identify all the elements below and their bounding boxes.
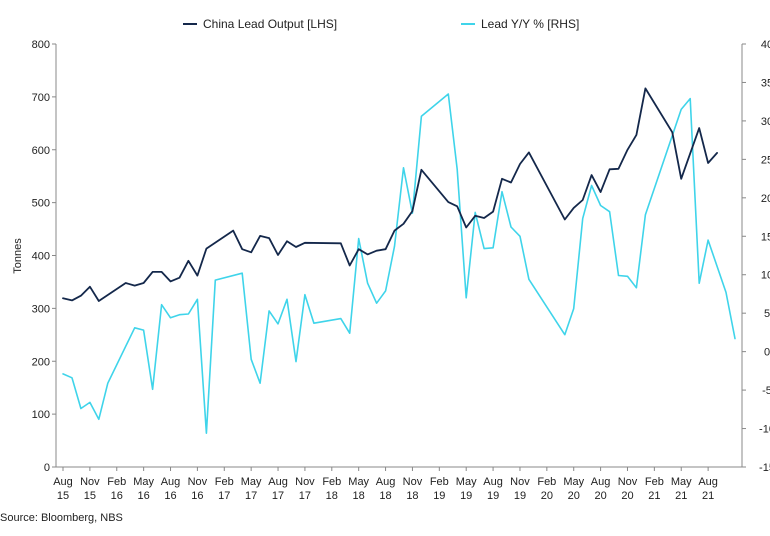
legend-label-lead-output: China Lead Output [LHS] xyxy=(203,17,337,31)
x-tick-label-month: May xyxy=(563,476,584,488)
x-tick-label-year: 20 xyxy=(568,490,580,502)
y-axis-left-ticks: 0 100 200 300 400 500 600 700 800 xyxy=(32,39,56,474)
x-tick-label-year: 18 xyxy=(379,490,391,502)
x-tick-label-month: Nov xyxy=(295,476,315,488)
y-right-tick-label: 0 xyxy=(764,347,770,359)
x-tick-label-year: 19 xyxy=(460,490,472,502)
x-tick-label-year: 20 xyxy=(594,490,606,502)
x-tick-label-month: Feb xyxy=(322,476,341,488)
y-right-tick-label: 20 xyxy=(761,193,770,205)
x-tick-label-year: 17 xyxy=(272,490,284,502)
x-tick-label-year: 19 xyxy=(487,490,499,502)
x-tick-label-month: Nov xyxy=(403,476,423,488)
y-axis-right-ticks: -15 -10 -5 0 5 10 15 20 25 30 35 40 xyxy=(742,39,770,474)
x-tick-label-month: Aug xyxy=(53,476,73,488)
y-left-tick-label: 0 xyxy=(44,462,50,474)
x-tick-label-month: May xyxy=(456,476,477,488)
series-line-lead-yoy xyxy=(62,93,736,435)
y-right-tick-label: -15 xyxy=(759,462,770,474)
y-right-tick-label: 30 xyxy=(761,116,770,128)
x-tick-label-month: Feb xyxy=(645,476,664,488)
x-tick-label-month: Aug xyxy=(268,476,288,488)
x-tick-label-month: Aug xyxy=(376,476,396,488)
x-tick-label-month: Nov xyxy=(510,476,530,488)
x-tick-label-month: Aug xyxy=(698,476,718,488)
y-left-tick-label: 400 xyxy=(32,251,50,263)
x-tick-label-month: May xyxy=(348,476,369,488)
x-tick-label-month: Feb xyxy=(215,476,234,488)
y-right-tick-label: 25 xyxy=(761,154,770,166)
x-tick-label-month: Aug xyxy=(161,476,181,488)
x-tick-label-month: Feb xyxy=(430,476,449,488)
y-right-tick-label: 10 xyxy=(761,270,770,282)
y-left-tick-label: 300 xyxy=(32,303,50,315)
x-tick-label-month: Feb xyxy=(107,476,126,488)
x-tick-label-month: May xyxy=(671,476,692,488)
x-tick-label-month: Feb xyxy=(537,476,556,488)
x-tick-label-month: May xyxy=(133,476,154,488)
x-axis-ticks: Aug 15 Nov 15 Feb 16 May 16 Aug 16 Nov 16 Feb 17 May 17… xyxy=(53,467,718,502)
axes xyxy=(55,44,743,468)
legend-label-lead-yoy: Lead Y/Y % [RHS] xyxy=(481,17,579,31)
source-note: Source: Bloomberg, NBS xyxy=(0,512,123,524)
y-axis-left-label: Tonnes xyxy=(12,238,24,274)
x-tick-label-year: 16 xyxy=(138,490,150,502)
x-tick-label-year: 17 xyxy=(245,490,257,502)
x-tick-label-year: 18 xyxy=(406,490,418,502)
y-right-tick-label: -10 xyxy=(759,424,770,436)
x-tick-label-year: 21 xyxy=(675,490,687,502)
x-tick-label-year: 16 xyxy=(164,490,176,502)
x-tick-label-year: 19 xyxy=(514,490,526,502)
x-tick-label-month: May xyxy=(241,476,262,488)
x-tick-label-year: 20 xyxy=(621,490,633,502)
legend: China Lead Output [LHS] Lead Y/Y % [RHS] xyxy=(183,17,579,31)
x-tick-label-year: 16 xyxy=(111,490,123,502)
x-tick-label-year: 15 xyxy=(84,490,96,502)
x-tick-label-year: 16 xyxy=(191,490,203,502)
x-tick-label-month: Nov xyxy=(188,476,208,488)
y-right-tick-label: 40 xyxy=(761,39,770,51)
x-tick-label-year: 20 xyxy=(541,490,553,502)
y-left-tick-label: 800 xyxy=(32,39,50,51)
y-left-tick-label: 100 xyxy=(32,409,50,421)
y-right-tick-label: -5 xyxy=(762,385,770,397)
x-tick-label-month: Aug xyxy=(591,476,611,488)
series-line-lead-output xyxy=(62,87,718,302)
x-tick-label-year: 19 xyxy=(433,490,445,502)
x-tick-label-year: 15 xyxy=(57,490,69,502)
y-left-tick-label: 700 xyxy=(32,92,50,104)
x-tick-label-month: Nov xyxy=(618,476,638,488)
x-tick-label-year: 17 xyxy=(218,490,230,502)
x-tick-label-year: 17 xyxy=(299,490,311,502)
y-right-tick-label: 5 xyxy=(764,308,770,320)
x-tick-label-year: 21 xyxy=(648,490,660,502)
y-right-tick-label: 15 xyxy=(761,231,770,243)
x-tick-label-year: 18 xyxy=(326,490,338,502)
y-right-tick-label: 35 xyxy=(761,77,770,89)
y-left-tick-label: 500 xyxy=(32,198,50,210)
y-left-tick-label: 200 xyxy=(32,356,50,368)
x-tick-label-month: Nov xyxy=(80,476,100,488)
x-tick-label-month: Aug xyxy=(483,476,503,488)
x-tick-label-year: 21 xyxy=(702,490,714,502)
y-left-tick-label: 600 xyxy=(32,145,50,157)
series-layer xyxy=(62,87,736,435)
x-tick-label-year: 18 xyxy=(353,490,365,502)
